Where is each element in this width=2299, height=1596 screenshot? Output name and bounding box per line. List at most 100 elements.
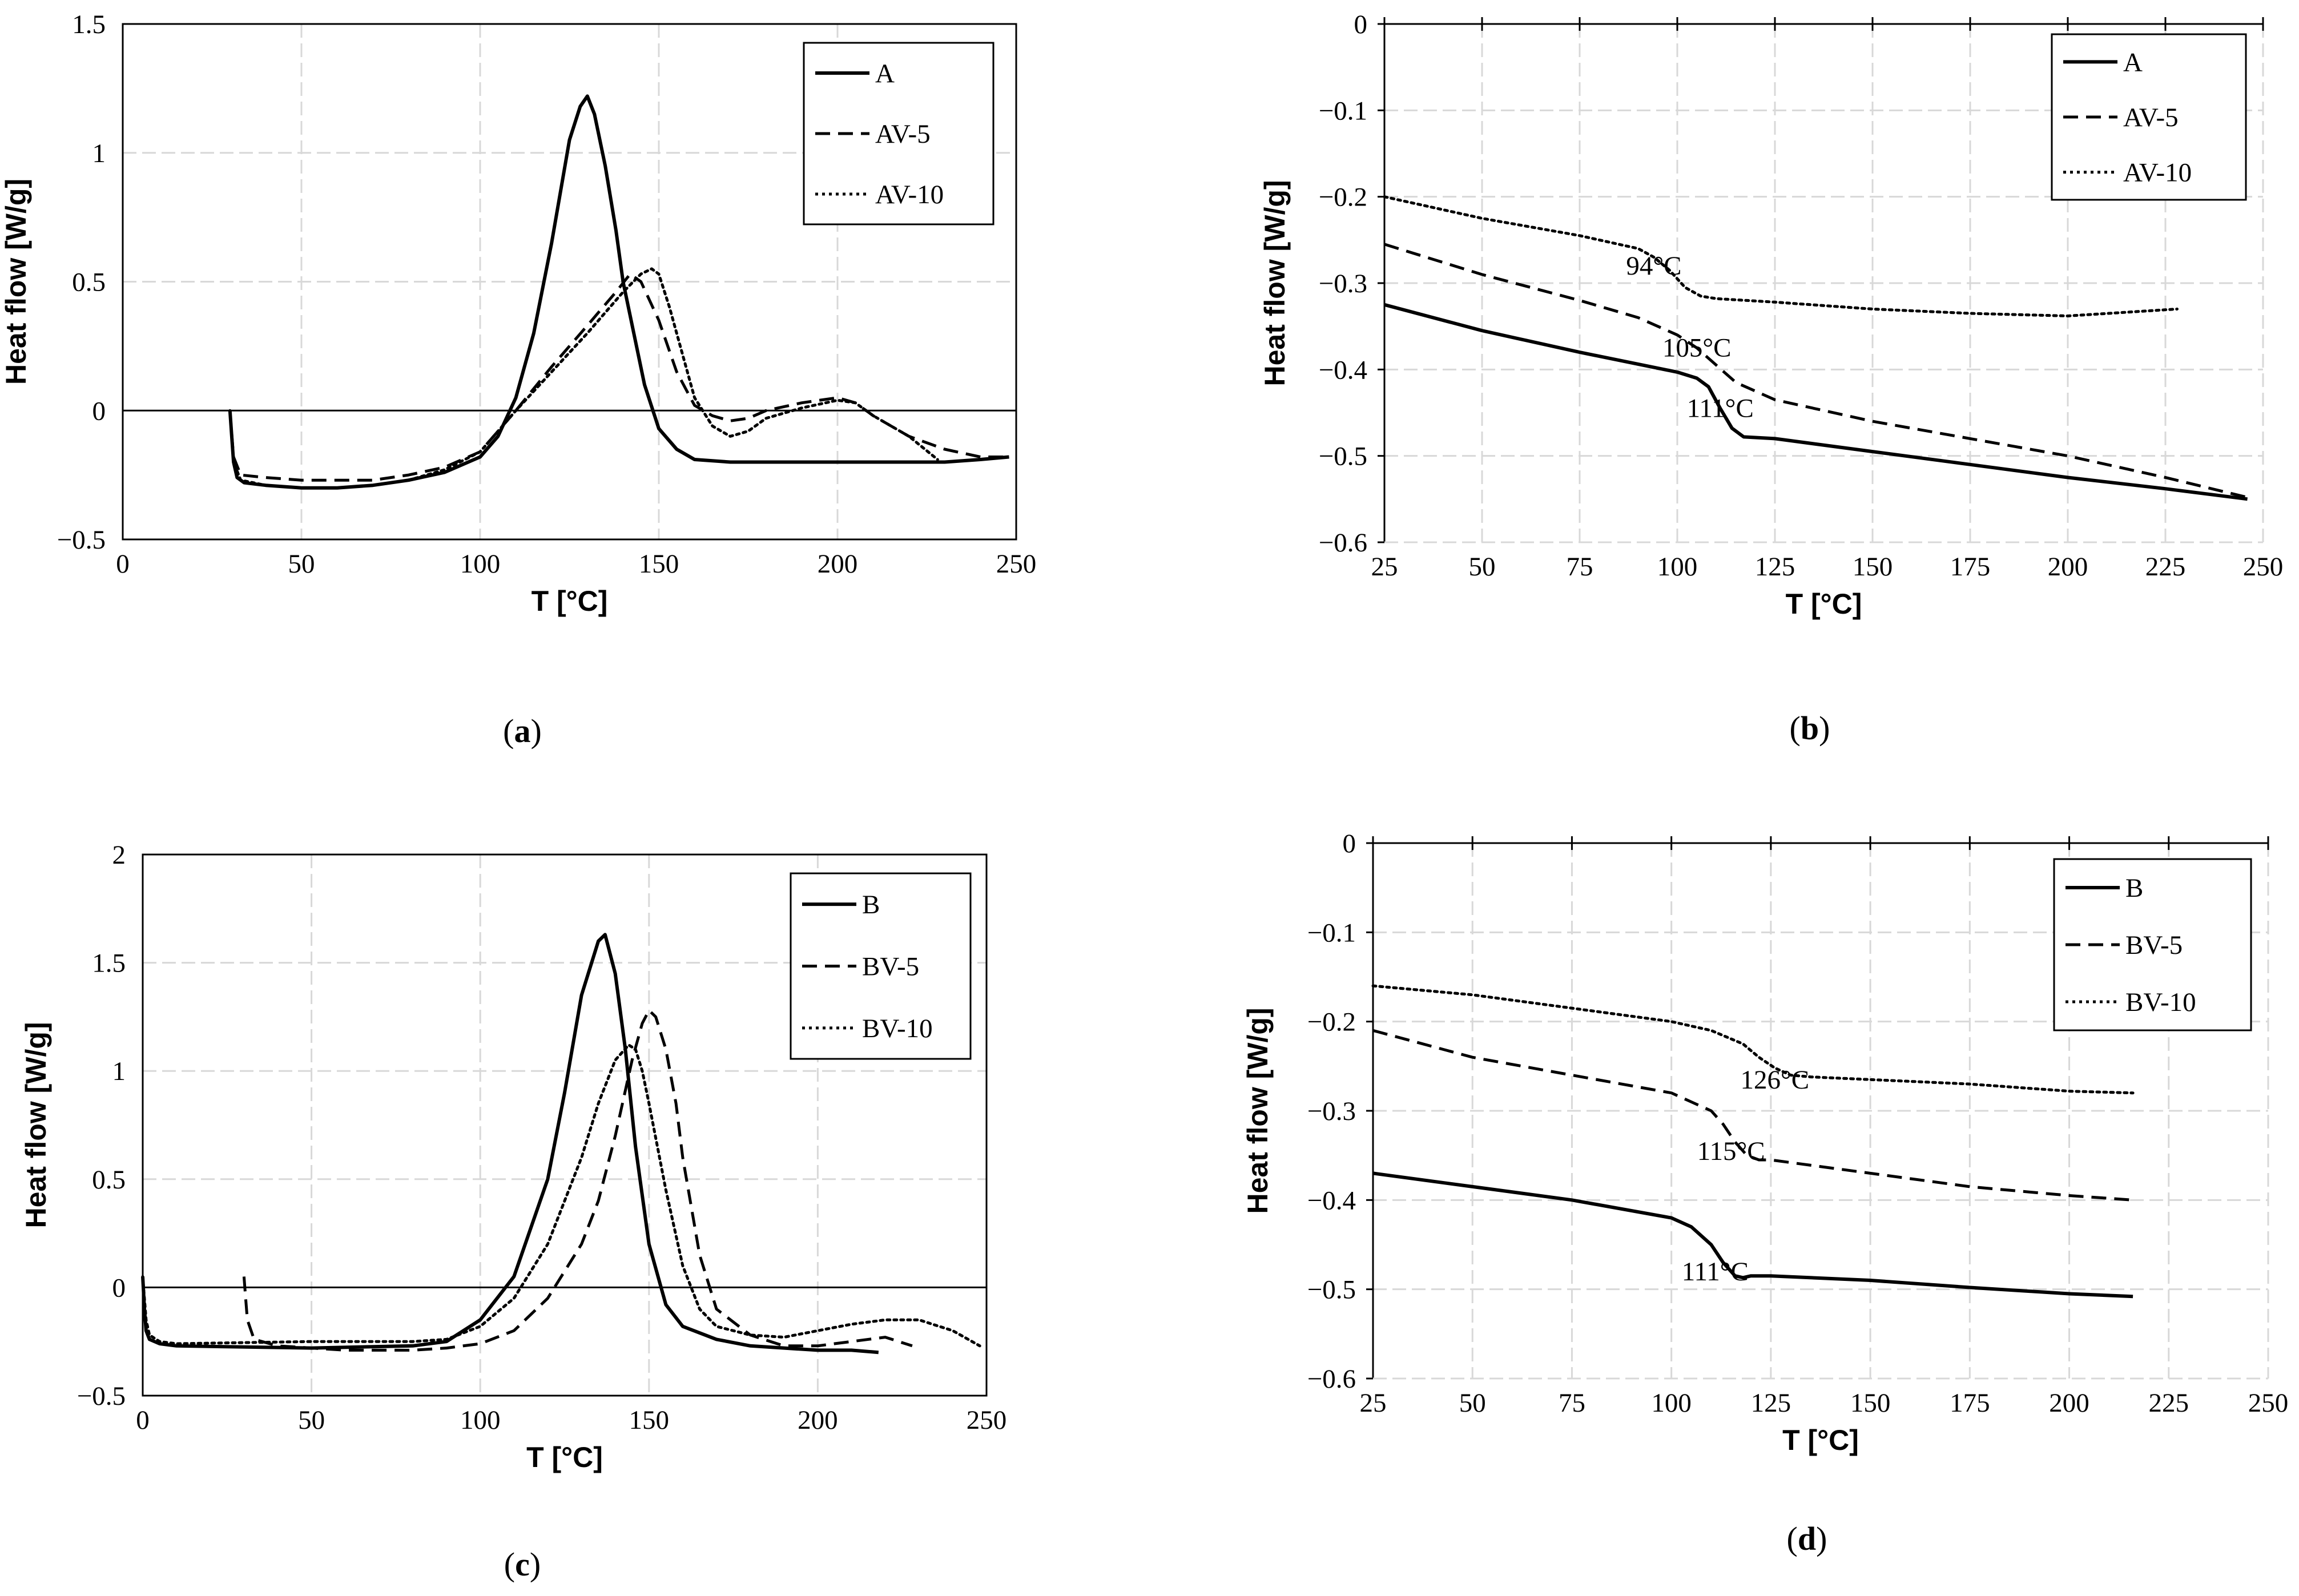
x-tick-label: 150	[639, 549, 679, 579]
legend-label: BV-5	[862, 952, 919, 982]
y-tick-label: 0	[1343, 829, 1356, 859]
y-tick-label: 0	[92, 396, 106, 426]
y-tick-label: −0.3	[1307, 1097, 1356, 1126]
series-line-bv-5	[1372, 1029, 2133, 1202]
series-line-b	[141, 933, 879, 1355]
legend-label: BV-5	[2125, 930, 2183, 960]
x-tick-label: 25	[1371, 552, 1398, 582]
x-tick-label: 250	[967, 1405, 1007, 1435]
legend-label: AV-10	[2123, 158, 2192, 188]
y-tick-label: 0	[1354, 10, 1368, 39]
chart-panel-c: 0 50 100 150 200 250 −0.5 0 0.5 1 1.5 2 T [°C] Heat f…	[20, 840, 1006, 1583]
y-tick-label: −0.5	[1307, 1275, 1356, 1305]
chart-panel-d: 25 50 75 100 125 150 175 200 225 250 −0.6 −0.5 −0.4 −…	[1242, 829, 2288, 1557]
y-tick-label: 1.5	[92, 949, 126, 978]
series-line-bv-5	[242, 1009, 913, 1352]
x-tick-label: 50	[1459, 1388, 1486, 1418]
y-tick-label: 2	[112, 840, 126, 870]
x-tick-label: 100	[460, 1405, 501, 1435]
x-tick-label: 225	[2149, 1388, 2189, 1418]
series-line-av-5	[1384, 243, 2248, 499]
legend-box	[803, 42, 995, 225]
y-tick-label: −0.4	[1307, 1186, 1356, 1215]
x-tick-label: 50	[298, 1405, 325, 1435]
plot-frame	[142, 853, 988, 1397]
y-axis-title: Heat flow [W/g]	[1242, 1007, 1274, 1214]
y-tick-label: −0.5	[77, 1381, 126, 1411]
x-tick-label: 25	[1360, 1388, 1387, 1418]
x-tick-label: 50	[288, 549, 315, 579]
panel-caption: (a)	[503, 712, 542, 749]
panel-caption: (b)	[1790, 710, 1830, 747]
y-tick-label: −0.4	[1319, 355, 1367, 385]
y-axis-title: Heat flow [W/g]	[1259, 180, 1291, 386]
legend-label: A	[2123, 47, 2143, 77]
x-tick-label: 225	[2145, 552, 2186, 582]
x-tick-label: 200	[798, 1405, 838, 1435]
y-tick-label: 0.5	[92, 1165, 126, 1195]
y-axis-title: Heat flow [W/g]	[0, 179, 32, 385]
y-axis-title: Heat flow [W/g]	[20, 1022, 52, 1228]
annotation-label: 105°C	[1662, 333, 1732, 363]
x-tick-label: 175	[1950, 1388, 1990, 1418]
x-axis-title: T [°C]	[1782, 1424, 1859, 1456]
x-tick-label: 250	[2243, 552, 2284, 582]
legend-label: BV-10	[2125, 988, 2196, 1017]
x-axis-title: T [°C]	[532, 585, 608, 617]
x-tick-label: 100	[1657, 552, 1698, 582]
x-tick-label: 200	[2049, 1388, 2089, 1418]
legend-label: AV-10	[875, 180, 944, 209]
series-line-av-10	[1383, 195, 2179, 317]
legend-label: BV-10	[862, 1014, 933, 1043]
series-line-b	[1372, 1171, 2133, 1299]
legend-label: AV-5	[875, 119, 931, 149]
chart-panel-a: 0 50 100 150 200 250 −0.5 0 0.5 1 1.5 T [°C] Heat fl…	[0, 10, 1036, 749]
chart-panel-b: 25 50 75 100 125 150 175 200 225 250 −0.6 −0.5 −0.4 −…	[1259, 10, 2283, 747]
series-line-a	[1384, 303, 2248, 501]
series-line-av-5	[228, 272, 1009, 482]
legend-label: B	[2125, 873, 2143, 903]
x-tick-label: 100	[460, 549, 501, 579]
x-tick-label: 200	[818, 549, 858, 579]
legend-label: B	[862, 890, 880, 920]
x-axis-title: T [°C]	[526, 1441, 603, 1473]
x-tick-label: 150	[1853, 552, 1893, 582]
annotation-label: 111°C	[1687, 394, 1754, 424]
x-tick-label: 125	[1751, 1388, 1791, 1418]
y-tick-label: −0.2	[1319, 183, 1367, 212]
y-tick-label: 1	[92, 139, 106, 168]
x-axis-title: T [°C]	[1786, 588, 1862, 620]
x-tick-label: 125	[1755, 552, 1795, 582]
annotation-label: 126°C	[1741, 1065, 1810, 1095]
series-line-av-10	[228, 267, 939, 490]
y-tick-label: −0.1	[1307, 918, 1356, 948]
x-tick-label: 175	[1950, 552, 1991, 582]
annotation-label: 111°C	[1682, 1257, 1749, 1287]
x-tick-label: 250	[2248, 1388, 2289, 1418]
y-tick-label: 0	[112, 1273, 126, 1303]
x-tick-label: 250	[996, 549, 1037, 579]
x-tick-label: 150	[629, 1405, 670, 1435]
y-tick-label: −0.2	[1307, 1007, 1356, 1037]
y-tick-label: 1.5	[72, 10, 106, 39]
series-line-bv-10	[141, 1043, 981, 1348]
y-tick-label: −0.5	[1319, 442, 1367, 471]
panel-caption: (d)	[1787, 1520, 1827, 1557]
y-tick-label: 1	[112, 1057, 126, 1086]
plot-frame	[122, 23, 1017, 541]
x-tick-label: 100	[1651, 1388, 1692, 1418]
x-tick-label: 0	[136, 1405, 150, 1435]
x-tick-label: 0	[116, 549, 130, 579]
legend-label: AV-5	[2123, 103, 2179, 132]
x-tick-label: 200	[2048, 552, 2088, 582]
panel-caption: (c)	[504, 1546, 541, 1583]
x-tick-label: 75	[1559, 1388, 1585, 1418]
legend-label: A	[875, 59, 895, 88]
x-tick-label: 75	[1567, 552, 1593, 582]
y-tick-label: −0.5	[57, 525, 106, 555]
x-tick-label: 150	[1850, 1388, 1891, 1418]
annotation-label: 94°C	[1626, 251, 1681, 281]
y-tick-label: −0.1	[1319, 96, 1367, 126]
y-tick-label: −0.3	[1319, 269, 1367, 299]
